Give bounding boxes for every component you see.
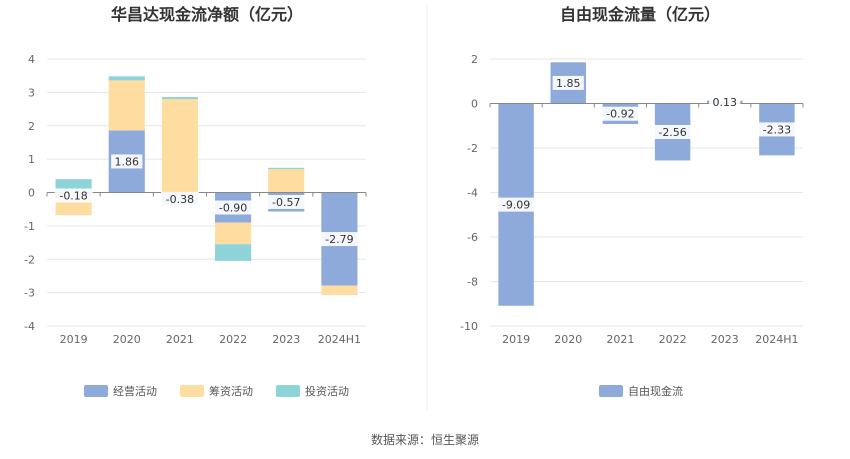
y-tick-label: -1 [24,220,35,233]
x-tick-label: 2020 [554,333,582,346]
data-label-bg [214,200,253,215]
data-label: 1.85 [556,77,581,90]
legend-swatch [276,385,300,397]
x-tick-label: 2019 [502,333,530,346]
data-label: -0.38 [166,193,194,206]
y-tick-label: -8 [467,276,478,289]
x-tick-label: 2022 [659,333,687,346]
x-tick-label: 2024H1 [755,333,798,346]
y-tick-label: -3 [24,287,35,300]
data-label: -0.57 [272,196,300,209]
y-tick-label: 1 [28,153,35,166]
x-tick-label: 2019 [60,333,88,346]
data-label-bg [757,122,796,137]
y-tick-label: 2 [28,120,35,133]
legend-item-label[interactable]: 自由现金流 [628,384,683,398]
data-label: 1.86 [115,155,140,168]
data-label-bg [267,195,306,210]
bar-筹资活动-2019 [55,198,92,216]
data-label: -2.33 [763,123,791,136]
data-label: -2.79 [325,233,353,246]
bar-投资活动-2023 [268,167,305,170]
data-label-bg [111,154,143,169]
chart-title: 自由现金流量（亿元） [560,5,720,24]
legend-swatch [599,385,623,397]
data-label-bg [320,232,359,247]
legend-item-label[interactable]: 经营活动 [113,384,157,398]
y-tick-label: 0 [471,98,478,111]
data-label: -0.92 [606,108,634,121]
legend-swatch [180,385,204,397]
cash-flow-net-chart: 华昌达现金流净额（亿元） -4 -3 -2 -1 0 1 2 3 4 2019 2020 2021 202… [24,5,367,398]
data-label-bg [709,95,741,110]
x-tick-label: 2021 [606,333,634,346]
data-label-bg [552,75,584,90]
y-tick-label: 0 [28,187,35,200]
data-label: -0.90 [219,202,247,215]
y-tick-label: -4 [24,320,35,333]
y-tick-label: -10 [460,320,478,333]
x-tick-label: 2022 [219,333,247,346]
data-label-bg [160,191,199,206]
y-tick-label: 3 [28,86,35,99]
bar-筹资活动-2022 [215,222,252,245]
x-tick-label: 2023 [711,333,739,346]
bar-筹资活动-2021 [161,99,198,193]
data-source-footer: 数据来源：恒生聚源 [371,432,479,447]
data-label: -9.09 [502,199,530,212]
data-label-bg [54,188,93,203]
x-tick-label: 2023 [272,333,300,346]
data-label-bg [653,124,692,139]
y-tick-label: -4 [467,187,478,200]
y-tick-label: 2 [471,53,478,66]
legend-item-label[interactable]: 筹资活动 [209,384,253,398]
y-tick-label: -6 [467,231,478,244]
y-tick-label: -2 [24,253,35,266]
free-cash-flow-chart: 自由现金流量（亿元） -10 -8 -6 -4 -2 0 2 2019 2020 2021 2022 2… [460,5,804,398]
chart-title: 华昌达现金流净额（亿元） [111,5,303,24]
bar-筹资活动-2020 [108,80,145,131]
bar-筹资活动-2024H1 [321,285,358,295]
data-label-bg [601,106,640,121]
legend-item-label[interactable]: 投资活动 [305,384,349,398]
data-label: -2.56 [658,126,686,139]
legend-swatch [84,385,108,397]
y-tick-label: -2 [467,142,478,155]
y-tick-label: 4 [28,53,35,66]
x-tick-label: 2024H1 [318,333,361,346]
bar-投资活动-2020 [108,76,145,81]
x-tick-label: 2020 [113,333,141,346]
bar-投资活动-2021 [161,97,198,100]
x-tick-label: 2021 [166,333,194,346]
data-label: -0.18 [59,190,87,203]
data-label-bg [497,197,536,212]
data-label: 0.13 [713,96,738,109]
bar-投资活动-2022 [215,244,252,261]
bar-筹资活动-2023 [268,169,305,193]
